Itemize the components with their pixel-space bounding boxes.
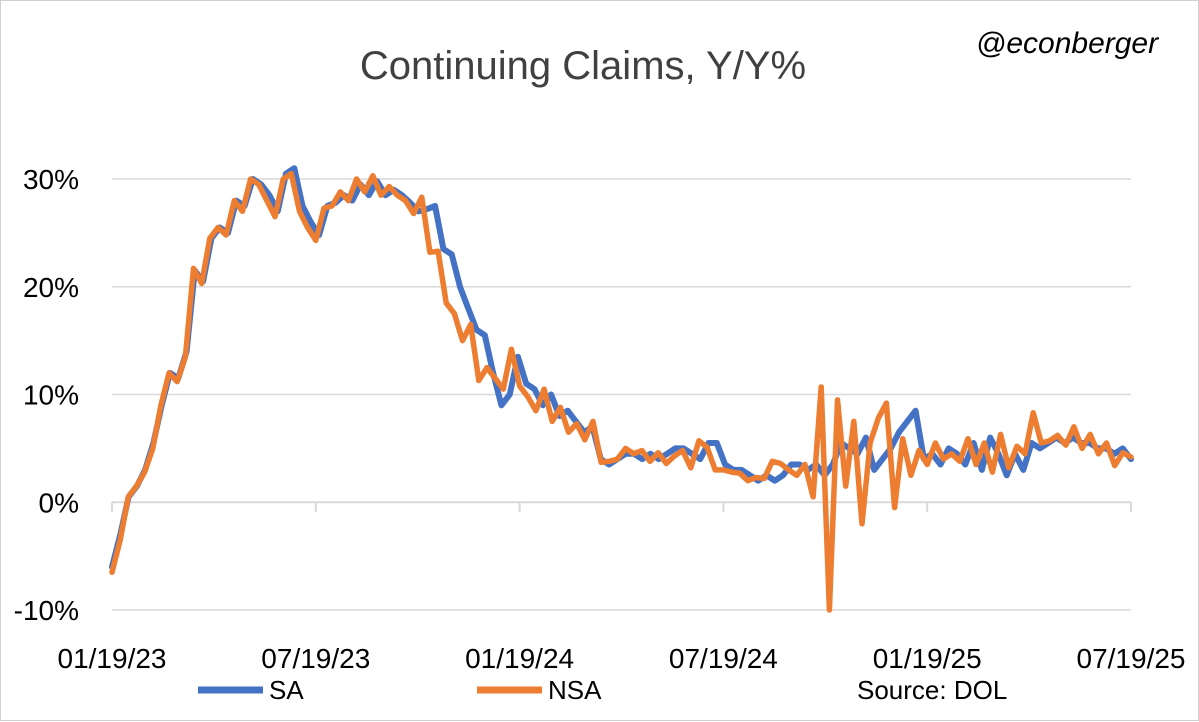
- x-tick-label: 01/19/24: [465, 643, 574, 674]
- y-tick-label: 20%: [23, 272, 79, 303]
- x-axis-ticks: 01/19/23 07/19/23 01/19/24 07/19/24 01/19/25…: [58, 643, 1186, 674]
- source-note: Source: DOL: [857, 675, 1007, 705]
- x-tick-label: 07/19/24: [669, 643, 778, 674]
- author-handle: @econberger: [976, 27, 1159, 60]
- series-line-nsa: [109, 170, 1134, 613]
- x-tick-label: 01/19/25: [873, 643, 982, 674]
- legend: SA NSA Source: DOL: [198, 675, 1007, 705]
- legend-label-nsa: NSA: [548, 675, 602, 705]
- y-axis-ticks: -10% 0% 10% 20% 30%: [14, 164, 79, 626]
- legend-label-sa: SA: [269, 675, 304, 705]
- chart-title: Continuing Claims, Y/Y%: [360, 44, 806, 88]
- gridlines: [111, 178, 1132, 611]
- x-tick-label: 01/19/23: [58, 643, 167, 674]
- y-tick-label: 30%: [23, 164, 79, 195]
- y-tick-label: 10%: [23, 380, 79, 411]
- x-tick-label: 07/19/23: [261, 643, 370, 674]
- x-tick-label: 07/19/25: [1077, 643, 1186, 674]
- y-tick-label: -10%: [14, 595, 79, 626]
- series-lines: [109, 165, 1134, 613]
- series-line-sa: [109, 165, 1134, 570]
- y-tick-label: 0%: [39, 487, 79, 518]
